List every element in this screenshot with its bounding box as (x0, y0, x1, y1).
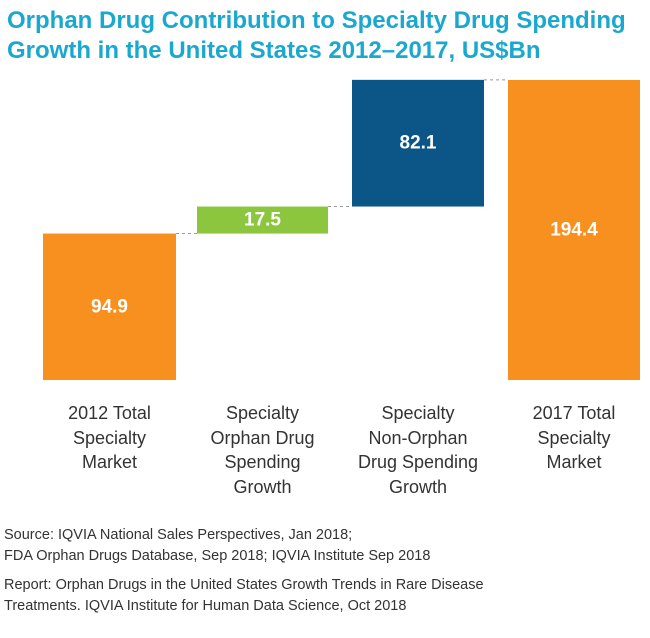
waterfall-chart: 94.9 17.5 82.1 194.4 (43, 79, 640, 380)
chart-title: Orphan Drug Contribution to Specialty Dr… (7, 6, 643, 66)
source-line-1: Source: IQVIA National Sales Perspective… (4, 527, 353, 543)
category-label-3-line-1: Specialty (381, 403, 455, 423)
chart-title-line-1: Orphan Drug Contribution to Specialty Dr… (7, 7, 626, 34)
category-label-1-line-2: Specialty (72, 427, 147, 448)
category-label-1: 2012 Total Specialty Market (35, 401, 185, 475)
category-label-3-line-2: Non-Orphan (368, 427, 468, 448)
bar-4 (508, 80, 640, 380)
category-label-2-line-4: Growth (233, 476, 292, 497)
chart-title-line-2: Growth in the United States 2012–2017, U… (7, 37, 541, 64)
category-label-2-line-1: Specialty (225, 403, 300, 423)
source-line-2: FDA Orphan Drugs Database, Sep 2018; IQV… (4, 548, 431, 564)
bar-3 (352, 79, 484, 207)
category-label-1-line-1: 2012 Total (68, 403, 151, 423)
category-label-4: 2017 Total Specialty Market (499, 401, 649, 475)
footnotes: Source: IQVIA National Sales Perspective… (4, 525, 644, 617)
bar-1 (43, 233, 176, 380)
category-label-4-line-3: Market (546, 452, 602, 472)
report-line-1: Report: Orphan Drugs in the United State… (4, 577, 484, 593)
category-label-4-line-2: Specialty (537, 427, 611, 448)
bar-2 (197, 206, 328, 234)
report-line-2: Treatments. IQVIA Institute for Human Da… (4, 598, 407, 614)
category-label-4-line-1: 2017 Total (532, 403, 616, 423)
bar-value-label-1: 94.9 (91, 296, 128, 317)
category-label-3: Specialty Non-Orphan Drug Spending Growth (343, 401, 493, 499)
category-label-2: Specialty Orphan Drug Spending Growth (188, 401, 338, 499)
category-label-2-line-2: Orphan Drug (210, 427, 315, 448)
category-label-2-line-3: Spending (224, 452, 301, 472)
bar-value-label-3: 82.1 (400, 133, 437, 154)
category-label-3-line-4: Growth (388, 476, 448, 497)
category-label-1-line-3: Market (81, 452, 137, 472)
bar-value-label-4: 194.4 (550, 220, 598, 241)
bar-value-label-2: 17.5 (244, 210, 281, 231)
category-label-3-line-3: Drug Spending (357, 452, 479, 472)
